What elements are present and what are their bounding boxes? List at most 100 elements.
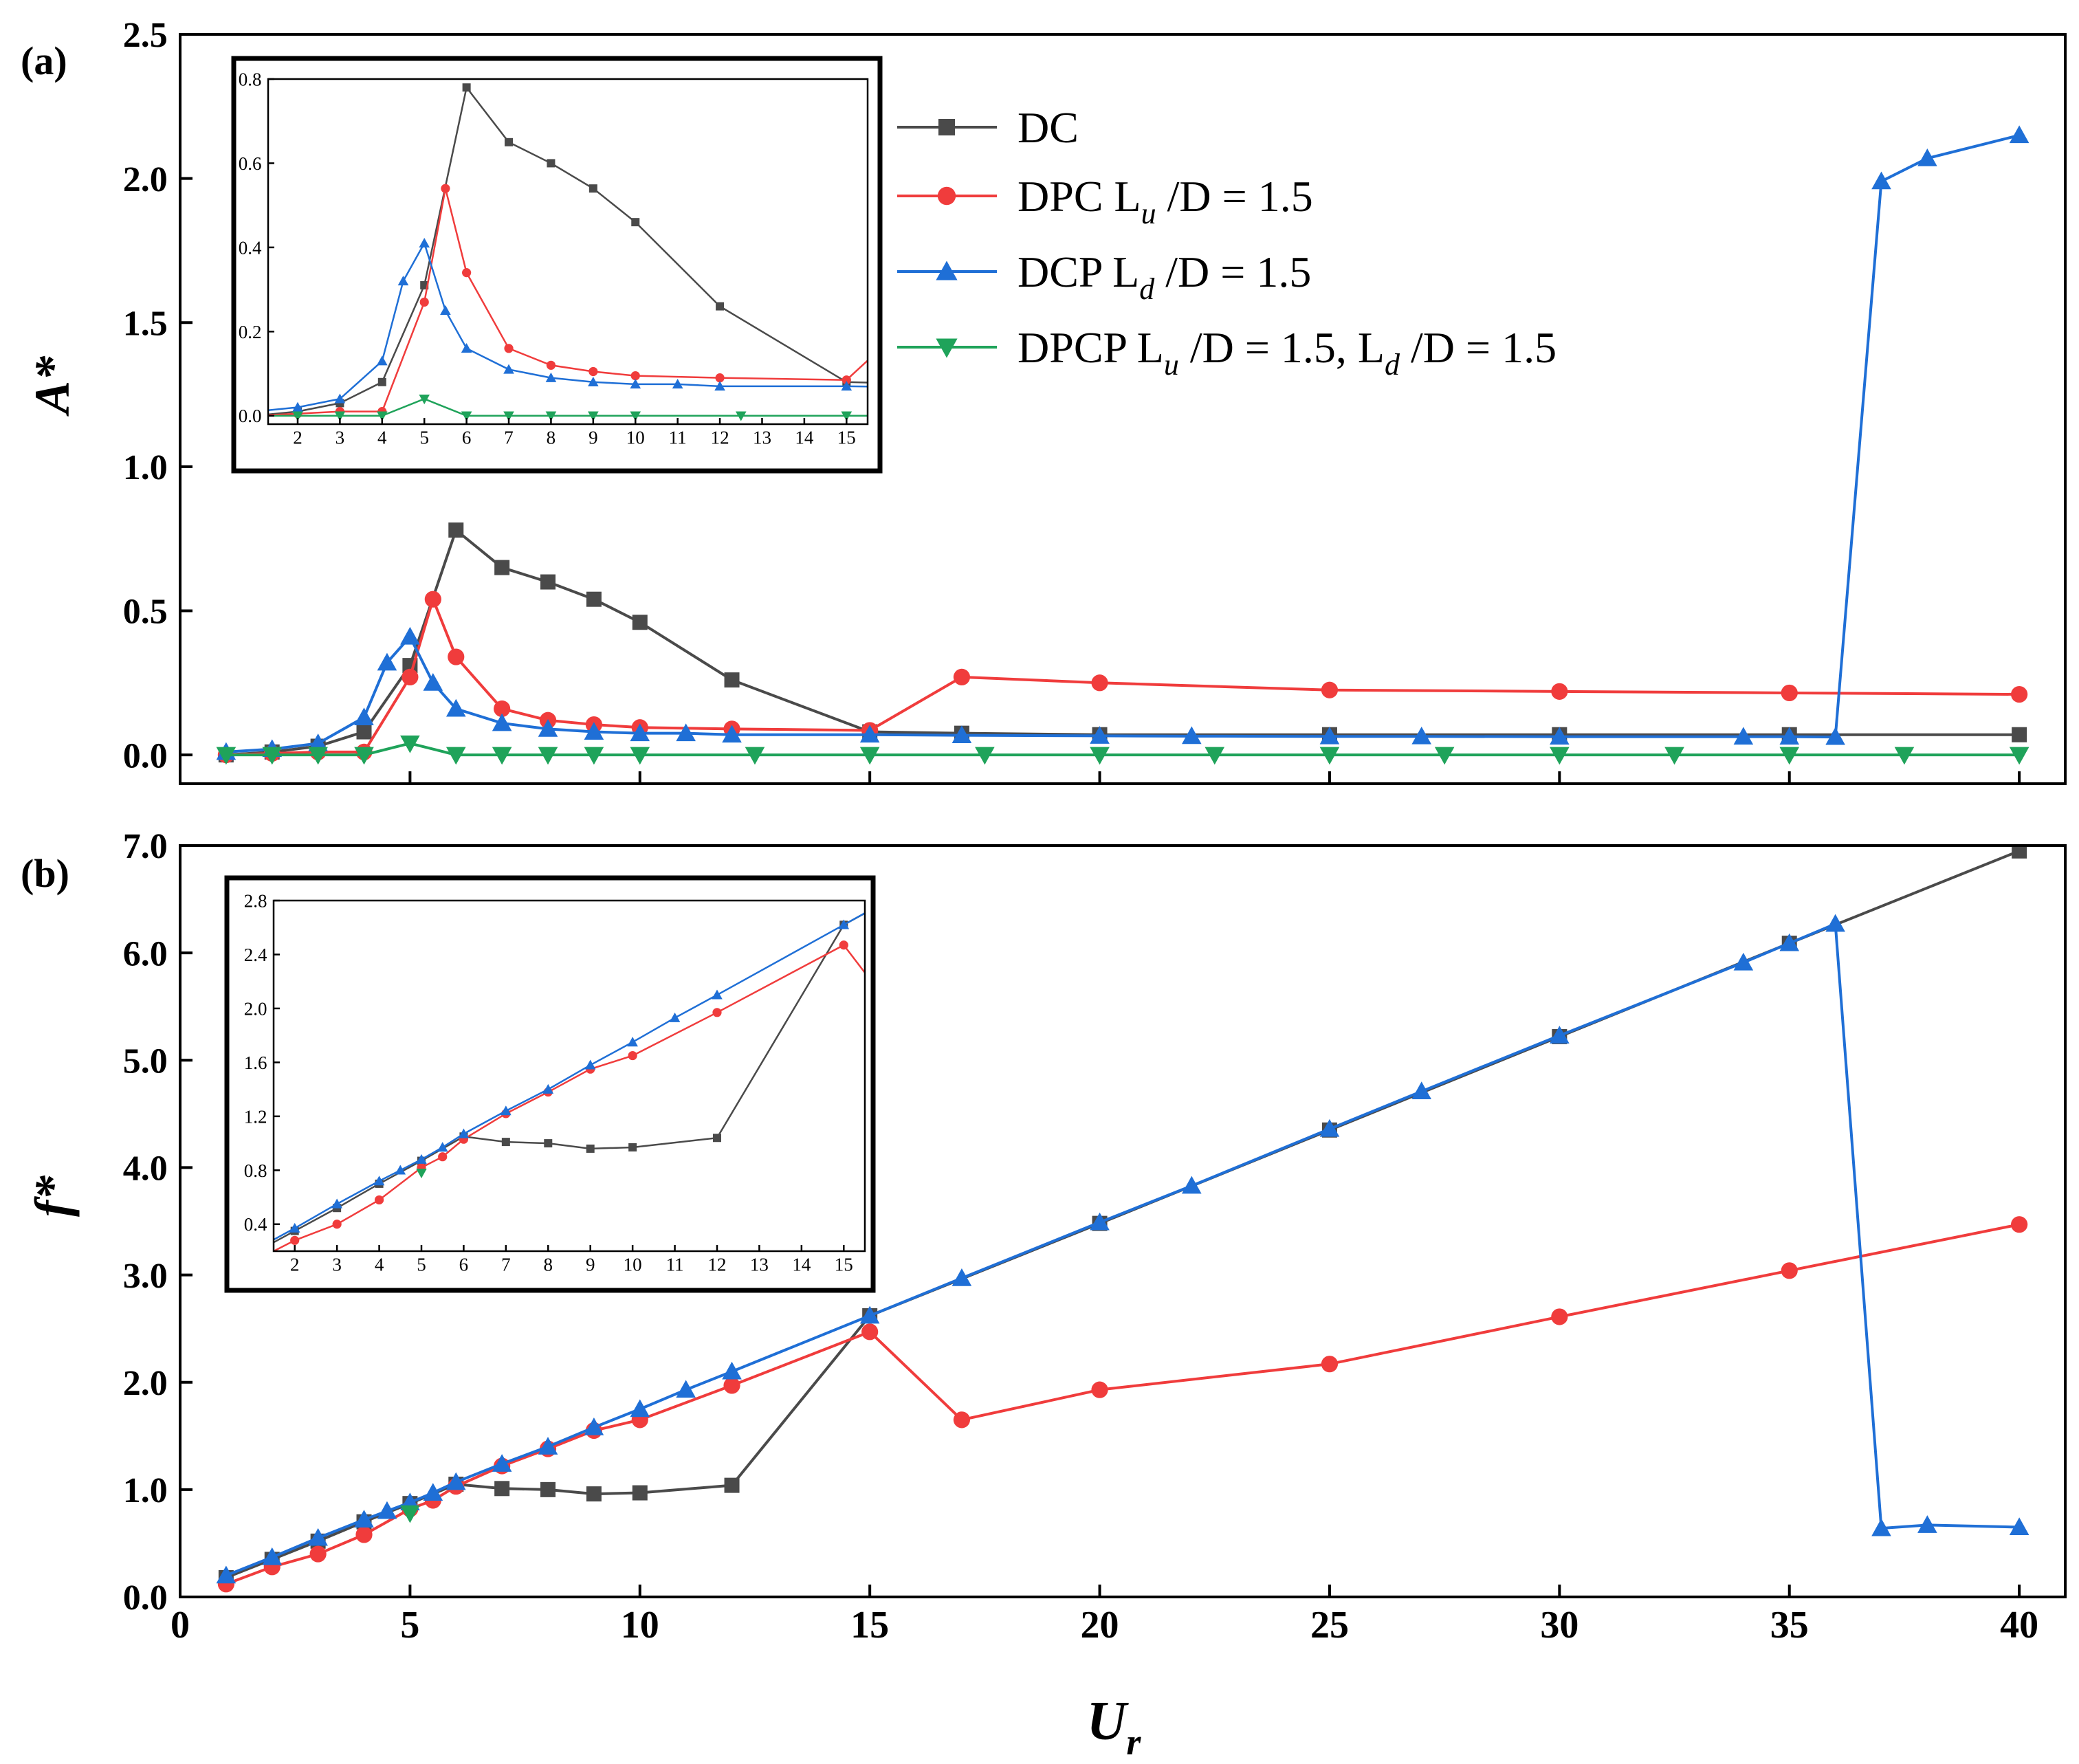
data-point-dcp xyxy=(437,1142,448,1152)
data-point-dc xyxy=(632,615,648,630)
data-point-dpcp xyxy=(630,747,650,765)
data-point-dcp xyxy=(354,1510,374,1528)
data-point-dcp xyxy=(446,1472,466,1490)
data-point-dpcp xyxy=(1475,412,1486,421)
data-point-dpcp xyxy=(1090,747,1110,765)
data-point-dpc xyxy=(1551,683,1568,700)
data-point-dcp xyxy=(1182,1176,1202,1194)
data-point-dpcp xyxy=(1550,747,1570,765)
data-point-dcp xyxy=(492,713,512,731)
x-tick-label: 6 xyxy=(459,1254,469,1275)
data-point-dpc xyxy=(842,375,851,385)
data-point-dpc xyxy=(546,360,556,370)
data-point-dcp xyxy=(545,372,557,382)
data-point-dpc xyxy=(332,1220,342,1229)
data-point-dcp xyxy=(1261,685,1272,694)
data-point-dpc xyxy=(441,184,450,193)
x-axis-title: Ur xyxy=(1087,1691,1142,1763)
plot-frame xyxy=(179,33,2067,785)
data-point-dpc xyxy=(839,940,848,950)
data-point-dpcp xyxy=(545,411,557,421)
data-point-dcp xyxy=(1550,727,1570,745)
y-tick-label: 4.0 xyxy=(123,1149,168,1189)
data-point-dcp xyxy=(630,379,641,389)
data-point-dcp xyxy=(859,1305,880,1324)
data-point-dpc xyxy=(309,1545,327,1563)
data-point-dcp xyxy=(630,723,650,742)
data-point-dcp xyxy=(331,1198,342,1209)
x-tick-label: 2 xyxy=(293,427,302,448)
x-tick-label: 12 xyxy=(711,427,729,448)
legend-label-part: DCP L xyxy=(1018,247,1139,296)
data-point-dcp xyxy=(1319,726,1340,745)
data-point-dc xyxy=(1686,382,1695,390)
data-point-dpcp xyxy=(377,411,388,421)
y-tick-label: 1.0 xyxy=(123,1471,168,1510)
data-point-dpc xyxy=(588,366,598,377)
data-point-dcp xyxy=(669,1012,681,1022)
data-point-dcp xyxy=(1825,727,1845,745)
data-point-dcp xyxy=(1090,1212,1110,1231)
legend-item-dcp: DCP Ld /D = 1.5 xyxy=(897,247,1311,306)
data-point-dcp xyxy=(397,276,409,286)
data-point-dc xyxy=(1475,382,1484,390)
data-point-dc xyxy=(724,1477,740,1493)
data-point-dpcp xyxy=(1779,747,1800,765)
data-point-dpc xyxy=(630,371,640,381)
y-tick-label: 0.8 xyxy=(244,1160,267,1181)
y-tick-label: 0.0 xyxy=(123,1578,168,1618)
x-tick-label: 11 xyxy=(669,427,687,448)
data-point-dc xyxy=(494,1481,510,1497)
data-point-dcp xyxy=(377,652,397,671)
data-point-dpc xyxy=(715,373,725,383)
data-point-dpcp xyxy=(400,735,420,753)
legend-marker xyxy=(937,186,956,206)
data-point-dc xyxy=(716,302,725,311)
plot-frame xyxy=(267,78,869,426)
x-tick-label: 4 xyxy=(375,1254,384,1275)
data-point-dcp xyxy=(714,381,725,391)
data-point-dcp xyxy=(1136,383,1147,393)
x-tick-label: 15 xyxy=(835,1254,853,1275)
data-point-dcp xyxy=(1641,476,1652,485)
data-point-dcp xyxy=(588,376,599,387)
data-point-dc xyxy=(494,560,510,575)
y-tick-label: 0.2 xyxy=(239,322,262,342)
data-point-dcp xyxy=(1686,384,1697,393)
data-point-dpcp xyxy=(630,411,641,421)
data-point-dcp xyxy=(859,725,880,743)
data-point-dcp xyxy=(1411,726,1432,745)
data-point-dcp xyxy=(289,1222,300,1233)
data-point-dcp xyxy=(925,382,936,391)
data-point-dc xyxy=(586,591,602,607)
data-point-dc xyxy=(631,218,640,227)
data-point-dcp xyxy=(2009,1517,2030,1535)
plot-frame xyxy=(179,844,2067,1598)
data-point-dpcp xyxy=(308,747,328,765)
data-point-dpc xyxy=(2011,685,2028,703)
data-point-dpcp xyxy=(334,411,346,421)
data-point-dcp xyxy=(2009,125,2030,144)
data-point-dcp xyxy=(630,1399,650,1418)
data-point-dpc xyxy=(628,1050,637,1061)
y-tick-label: 6.0 xyxy=(123,934,168,973)
data-point-dpc xyxy=(953,1411,971,1429)
data-point-dpcp xyxy=(1158,412,1169,421)
y-tick-label: 0.5 xyxy=(123,593,168,632)
data-point-dcp xyxy=(492,1454,512,1472)
data-point-dpcp xyxy=(745,747,765,765)
data-point-dcp xyxy=(838,919,850,929)
data-point-dpcp xyxy=(503,411,514,421)
data-point-dcp xyxy=(627,1037,638,1047)
data-point-dpcp xyxy=(400,1505,420,1523)
data-point-dpcp xyxy=(735,411,747,421)
legend-label-part: DPCP L xyxy=(1018,323,1164,372)
x-tick-label: 4 xyxy=(377,427,387,448)
data-point-dpc xyxy=(448,648,465,665)
data-point-dcp xyxy=(1472,568,1483,577)
data-point-dcp xyxy=(308,1528,328,1546)
y-tick-label: 7.0 xyxy=(123,827,168,866)
y-tick-label: 1.0 xyxy=(123,448,168,487)
data-point-dc xyxy=(540,1481,556,1497)
